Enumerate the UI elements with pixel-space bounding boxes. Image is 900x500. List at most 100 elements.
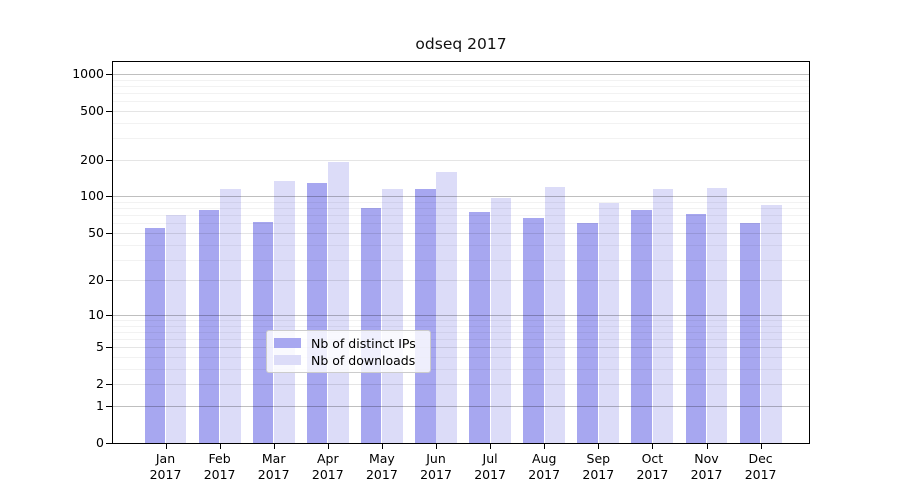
x-tick-label: Mar 2017 [257, 451, 290, 482]
x-tick-mark [544, 444, 546, 449]
x-tick-mark [219, 444, 221, 449]
bar-downloads-oct [652, 189, 674, 443]
y-tick-label: 200 [80, 151, 104, 167]
bar-ips-nov [685, 213, 707, 443]
y-tick-mark [106, 196, 112, 198]
gridline-minor [113, 325, 809, 327]
y-tick-mark [106, 110, 112, 112]
x-tick-mark [327, 444, 329, 449]
gridline-minor [113, 138, 809, 140]
y-tick-mark [106, 232, 112, 234]
gridline-major [113, 159, 809, 161]
gridline-major [113, 196, 809, 198]
legend-swatch-downloads [274, 355, 301, 365]
y-tick-mark [106, 443, 112, 444]
y-tick-mark [106, 405, 112, 407]
gridline-minor [113, 320, 809, 321]
gridline-minor [113, 101, 809, 103]
x-tick-mark [273, 444, 275, 449]
gridline-minor [113, 357, 809, 359]
x-tick-mark [760, 444, 762, 449]
y-tick-mark [106, 159, 112, 161]
x-tick-label: Apr 2017 [311, 451, 344, 482]
gridline-minor [113, 339, 809, 341]
y-tick-label: 1000 [72, 65, 104, 81]
y-tick-label: 1 [96, 397, 104, 413]
x-tick-mark [652, 444, 654, 449]
gridline-major [113, 347, 809, 349]
chart-title: odseq 2017 [415, 35, 507, 53]
bar-downloads-dec [761, 205, 782, 443]
gridline-minor [113, 244, 809, 246]
bar-ips-jul [469, 211, 490, 443]
x-tick-mark [381, 444, 383, 449]
gridline-minor [113, 202, 809, 204]
x-tick-label: Jan 2017 [149, 451, 182, 482]
y-tick-label: 0 [96, 435, 104, 450]
bar-downloads-may [382, 189, 403, 443]
x-tick-label: May 2017 [365, 451, 398, 482]
bar-downloads-feb [220, 189, 241, 443]
y-tick-label: 5 [96, 339, 104, 355]
bar-downloads-jan [165, 215, 187, 443]
legend: Nb of distinct IPs Nb of downloads [266, 330, 431, 373]
gridline-major [113, 73, 809, 75]
x-tick-label: Feb 2017 [203, 451, 236, 482]
bar-ips-dec [739, 223, 761, 443]
y-tick-label: 500 [80, 102, 104, 118]
y-tick-mark [106, 73, 112, 75]
x-tick-mark [598, 444, 600, 449]
bar-downloads-jun [436, 171, 457, 443]
gridline-minor [113, 79, 809, 81]
bar-downloads-apr [328, 162, 349, 443]
gridline-major [113, 232, 809, 234]
x-tick-mark [490, 444, 492, 449]
gridline-minor [113, 215, 809, 217]
bar-downloads-jul [490, 197, 512, 443]
gridline-minor [113, 259, 809, 261]
y-tick-label: 20 [88, 272, 104, 288]
y-tick-mark [106, 384, 112, 386]
y-tick-label: 50 [88, 224, 104, 240]
y-tick-label: 2 [96, 376, 104, 392]
gridline-major [113, 110, 809, 112]
x-tick-label: Jun 2017 [420, 451, 452, 482]
x-tick-label: Jul 2017 [474, 451, 506, 482]
legend-item-downloads: Nb of downloads [274, 353, 416, 368]
gridline-major [113, 405, 809, 407]
y-tick-mark [106, 280, 112, 282]
x-tick-mark [436, 444, 437, 449]
legend-item-distinct-ips: Nb of distinct IPs [274, 335, 416, 351]
bar-ips-aug [523, 217, 544, 443]
bar-downloads-aug [544, 186, 566, 443]
bar-downloads-nov [706, 188, 728, 443]
y-tick-label: 10 [88, 306, 104, 322]
gridline-minor [113, 368, 809, 370]
gridline-major [113, 314, 809, 316]
bar-ips-oct [631, 210, 652, 443]
y-tick-mark [106, 347, 112, 349]
x-tick-mark [706, 444, 708, 449]
gridline-minor [113, 92, 809, 94]
y-tick-label: 100 [80, 188, 104, 204]
x-tick-mark [165, 444, 167, 449]
x-tick-label: Dec 2017 [744, 451, 777, 482]
legend-swatch-distinct-ips [274, 338, 301, 348]
bar-ips-jun [415, 189, 436, 443]
y-tick-mark [106, 314, 112, 316]
gridline-major [113, 384, 809, 386]
x-tick-label: Oct 2017 [636, 451, 669, 482]
plot-area [106, 61, 810, 444]
gridline-minor [113, 331, 809, 333]
bar-ips-sep [577, 222, 598, 443]
bar-ips-feb [198, 209, 220, 443]
legend-label-distinct-ips: Nb of distinct IPs [311, 335, 416, 351]
gridline-minor [113, 85, 809, 87]
bar-ips-jan [144, 227, 166, 443]
x-tick-label: Nov 2017 [690, 451, 723, 482]
bar-ips-may [360, 208, 382, 443]
gridline-minor [113, 208, 809, 210]
bar-ips-apr [306, 183, 328, 443]
bar-downloads-mar [274, 180, 295, 443]
